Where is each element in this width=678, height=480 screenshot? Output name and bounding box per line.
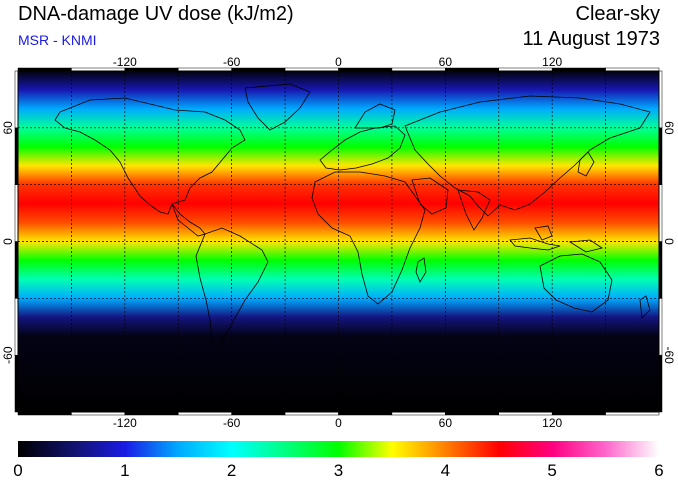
right-latitude-label: 60	[662, 121, 676, 135]
bottom-longitude-label: -60	[223, 416, 241, 430]
colorbar-tick-labels: 0 1 2 3 4 5 6	[13, 461, 663, 480]
colorbar-tick-label: 1	[120, 461, 129, 480]
coastline-north-america	[54, 97, 246, 215]
colorbar-tick-label: 0	[13, 461, 22, 480]
colorbar-tick-label: 3	[334, 461, 343, 480]
colorbar-tick-label: 2	[227, 461, 236, 480]
coastline-arabia	[411, 177, 449, 215]
left-latitude-label: 60	[1, 121, 15, 135]
colorbar-tick-label: 6	[654, 461, 663, 480]
top-longitude-label: 120	[542, 55, 562, 69]
colorbar-tick-label: 4	[441, 461, 450, 480]
tick-labels: -120 -120 -60 -60 0 0 60 60 120 120 60 60 0 0 -60 -60	[1, 55, 676, 430]
left-latitude-label: 0	[1, 238, 15, 245]
coastline-new-zealand	[639, 295, 651, 319]
coastline-indonesia	[509, 237, 561, 251]
frame-ticks	[14, 67, 663, 416]
map-title: DNA-damage UV dose (kJ/m2)	[18, 3, 294, 25]
coastline-greenland	[244, 83, 311, 131]
bottom-longitude-label: 120	[542, 416, 562, 430]
coastline-europe	[319, 125, 406, 171]
coastline-africa	[311, 171, 426, 305]
sky-condition-label: Clear-sky	[575, 3, 660, 25]
coastline-new-guinea	[568, 239, 603, 253]
bottom-longitude-label: -120	[113, 416, 137, 430]
right-latitude-label: -60	[662, 346, 676, 364]
coastlines	[54, 83, 651, 349]
coastline-madagascar	[415, 257, 427, 283]
right-latitude-label: 0	[662, 238, 676, 245]
coastline-japan	[577, 151, 595, 177]
coastline-south-america	[195, 227, 269, 349]
left-latitude-label: -60	[1, 346, 15, 364]
gridlines	[18, 71, 659, 412]
top-longitude-label: -120	[113, 55, 137, 69]
map-frame	[17, 70, 660, 413]
colorbar-scale	[18, 441, 659, 457]
bottom-longitude-label: 60	[439, 416, 453, 430]
colorbar-tick-label: 5	[547, 461, 556, 480]
top-longitude-label: 0	[335, 55, 342, 69]
top-longitude-label: 60	[439, 55, 453, 69]
date-label: 11 August 1973	[522, 28, 660, 50]
source-label: MSR - KNMI	[18, 32, 97, 48]
bottom-longitude-label: 0	[335, 416, 342, 430]
coastline-india	[457, 189, 491, 231]
top-longitude-label: -60	[223, 55, 241, 69]
